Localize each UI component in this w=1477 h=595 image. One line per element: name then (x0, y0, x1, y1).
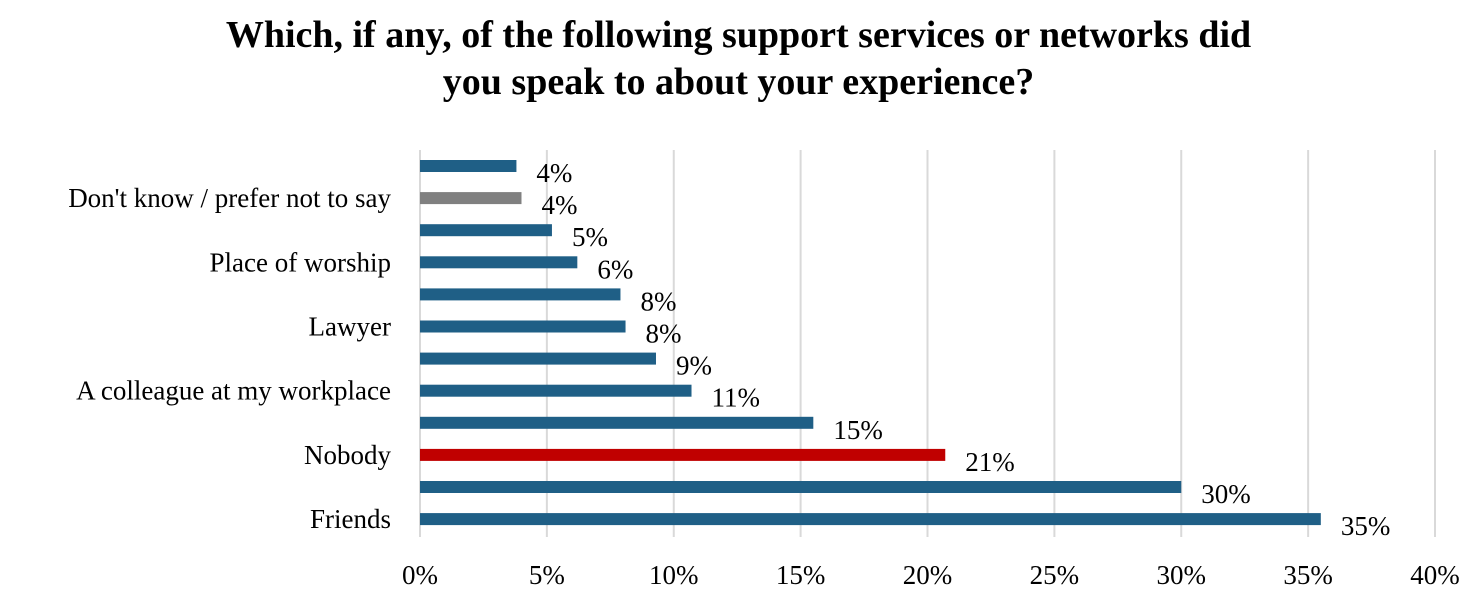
data-label: 9% (676, 351, 712, 381)
x-tick-label: 5% (529, 560, 565, 590)
data-label: 8% (646, 319, 682, 349)
data-label: 15% (833, 415, 883, 445)
chart-title: Which, if any, of the following support … (0, 12, 1477, 106)
data-labels: 4%4%5%6%8%8%9%11%15%21%30%35% (536, 158, 1390, 541)
category-label: Lawyer (309, 312, 391, 342)
data-label: 5% (572, 222, 608, 252)
bar (420, 416, 814, 429)
data-label: 35% (1341, 511, 1391, 541)
x-tick-label: 30% (1157, 560, 1207, 590)
bar (420, 448, 946, 461)
chart-title-line-1: Which, if any, of the following support … (225, 14, 1252, 56)
data-label: 11% (712, 383, 761, 413)
x-tick-label: 40% (1410, 560, 1460, 590)
bar (420, 320, 626, 333)
bar (420, 513, 1321, 526)
bar (420, 224, 552, 237)
x-tick-label: 10% (649, 560, 699, 590)
category-label: Don't know / prefer not to say (68, 183, 391, 213)
bar (420, 384, 692, 397)
data-label: 6% (597, 254, 633, 284)
chart-title-line-2: you speak to about your experience? (442, 61, 1035, 103)
bar (420, 256, 578, 269)
data-label: 30% (1201, 479, 1251, 509)
x-tick-label: 15% (776, 560, 826, 590)
data-label: 4% (536, 158, 572, 188)
x-tick-label: 25% (1030, 560, 1080, 590)
data-label: 21% (965, 447, 1015, 477)
bar (420, 192, 522, 205)
category-label: Friends (310, 504, 391, 534)
data-label: 4% (542, 190, 578, 220)
category-label: A colleague at my workplace (76, 376, 391, 406)
category-labels: Don't know / prefer not to say Place of w… (68, 183, 391, 534)
data-label: 8% (640, 286, 676, 316)
bar (420, 288, 621, 301)
x-tick-label: 0% (402, 560, 438, 590)
x-tick-label: 35% (1283, 560, 1333, 590)
bar (420, 160, 517, 172)
category-label: Place of worship (210, 247, 391, 277)
x-axis-tick-labels: 0% 5% 10% 15% 20% 25% 30% 35% 40% (402, 560, 1460, 590)
bar (420, 481, 1182, 493)
bars (420, 160, 1321, 526)
gridlines (419, 150, 1436, 537)
x-tick-label: 20% (903, 560, 953, 590)
bar (420, 352, 656, 365)
category-label: Nobody (304, 440, 391, 470)
